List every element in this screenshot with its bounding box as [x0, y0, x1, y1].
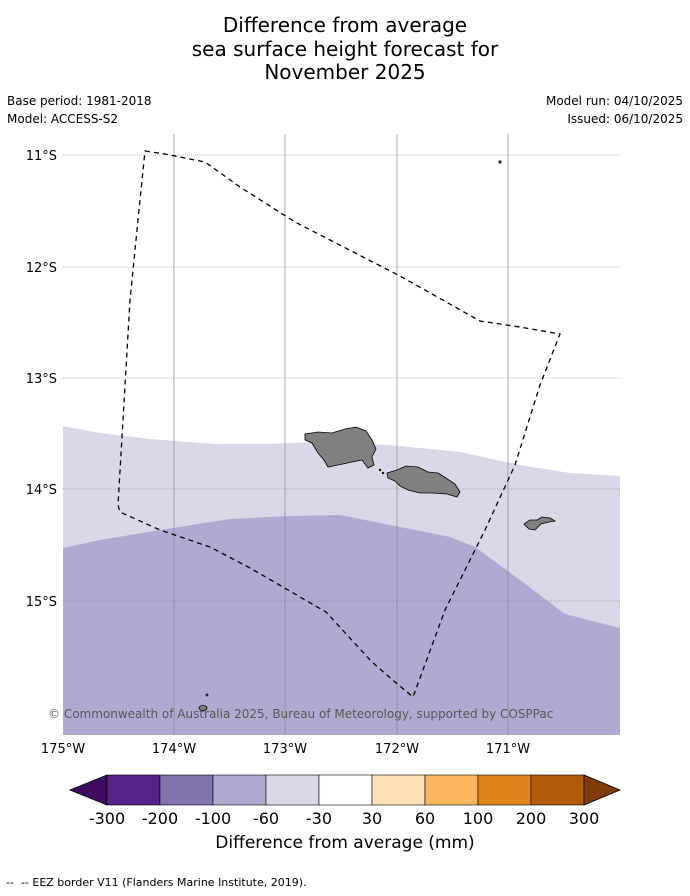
colorbar-segment	[318, 774, 373, 806]
lat-label: 15°S	[26, 595, 57, 610]
colorbar-segment	[159, 774, 214, 806]
colorbar-tick-label: 200	[516, 809, 547, 828]
islet-2	[381, 471, 385, 475]
issued-date: Issued: 06/10/2025	[567, 112, 683, 126]
lat-label: 14°S	[26, 483, 57, 498]
model-name: Model: ACCESS-S2	[7, 112, 119, 126]
eez-border	[117, 150, 561, 699]
lon-label: 171°W	[486, 742, 530, 757]
colorbar-segment	[265, 774, 320, 806]
map-gridlines	[63, 134, 620, 735]
colorbar-ticks: -300 -200 -100 -60 -30 30 60 100 200 300	[89, 809, 599, 828]
island-upolu	[386, 465, 461, 498]
island-savaii	[304, 426, 377, 469]
lon-axis: 175°W 174°W 173°W 172°W 171°W	[41, 742, 530, 757]
model-run-date: Model run: 04/10/2025	[545, 94, 683, 108]
colorbar-label: Difference from average (mm)	[215, 833, 475, 853]
colorbar-segment	[106, 774, 161, 806]
colorbar-tick-label: -200	[142, 809, 178, 828]
colorbar-extend-low	[68, 774, 108, 806]
islet-1	[378, 468, 382, 472]
title-line-3: November 2025	[264, 60, 426, 84]
colorbar-tick-label: -30	[306, 809, 332, 828]
land-masses	[198, 160, 557, 711]
lat-label: 11°S	[26, 149, 57, 164]
island-tutuila	[523, 516, 557, 531]
islet-south	[205, 693, 209, 697]
map-figure: © Commonwealth of Australia 2025, Bureau…	[26, 134, 622, 828]
eez-legend: -- -- EEZ border V11 (Flanders Marine In…	[6, 876, 307, 889]
colorbar-segment	[212, 774, 267, 806]
colorbar-tick-label: 300	[569, 809, 600, 828]
colorbar-tick-label: 60	[415, 809, 435, 828]
colorbar-segment	[424, 774, 479, 806]
base-period: Base period: 1981-2018	[7, 94, 152, 108]
eez-legend-line: --	[6, 876, 21, 889]
eez-legend-text: -- EEZ border V11 (Flanders Marine Insti…	[20, 876, 307, 889]
colorbar-tick-label: 30	[362, 809, 382, 828]
title-line-2: sea surface height forecast for	[191, 36, 499, 61]
colorbar-segment	[530, 774, 585, 806]
colorbar-tick-label: -60	[253, 809, 279, 828]
lat-axis: 11°S 12°S 13°S 14°S 15°S	[26, 149, 57, 610]
lat-label: 13°S	[26, 372, 57, 387]
chart-title: Difference from average sea surface heig…	[0, 13, 690, 85]
island-small-south	[198, 705, 208, 711]
lon-label: 172°W	[375, 742, 419, 757]
title-line-1: Difference from average	[222, 13, 468, 37]
colorbar-tick-label: 100	[463, 809, 494, 828]
metadata-left: Base period: 1981-2018 Model: ACCESS-S2	[7, 94, 152, 130]
lat-label: 12°S	[26, 261, 57, 276]
lon-label: 173°W	[263, 742, 307, 757]
colorbar-extend-high	[583, 774, 622, 806]
anomaly-band-medium	[63, 515, 620, 735]
lon-label: 174°W	[152, 742, 196, 757]
colorbar-segment	[371, 774, 426, 806]
colorbar	[68, 774, 622, 806]
islet-north	[498, 160, 502, 164]
colorbar-tick-label: -100	[195, 809, 231, 828]
lon-label: 175°W	[41, 742, 85, 757]
colorbar-segment	[477, 774, 532, 806]
colorbar-tick-label: -300	[89, 809, 125, 828]
copyright-text: © Commonwealth of Australia 2025, Bureau…	[48, 707, 553, 721]
map-panel: © Commonwealth of Australia 2025, Bureau…	[48, 134, 620, 735]
metadata-right: Model run: 04/10/2025 Issued: 06/10/2025	[546, 94, 683, 130]
